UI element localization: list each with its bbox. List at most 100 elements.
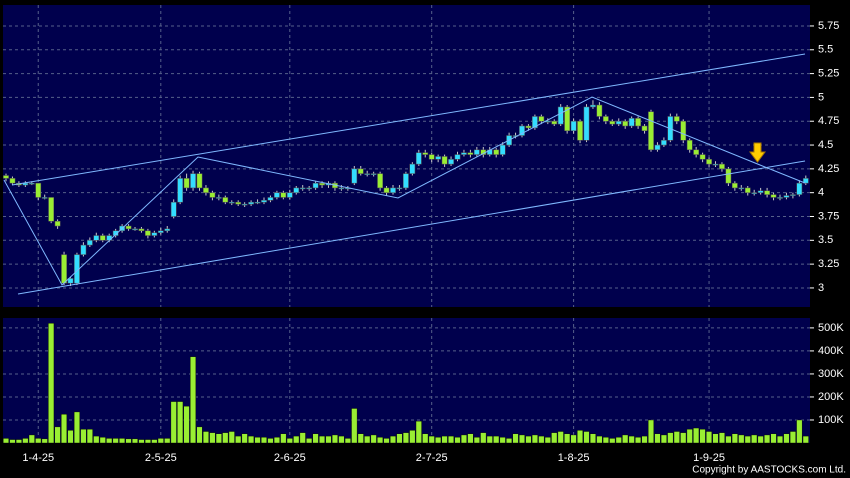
y-tick-label: 5.5 [818,44,833,56]
volume-bar [299,432,306,444]
candle-body [564,106,570,132]
volume-bar [99,437,106,444]
candle-body [435,156,441,160]
volume-bar [777,435,784,444]
candle-body [725,168,732,184]
volume-bar [325,435,332,444]
volume-bar [738,434,745,444]
y-tick-label: 500K [818,322,844,334]
volume-bar [157,438,164,444]
candle-body [306,187,312,190]
volume-bar [280,433,287,444]
volume-bar [235,435,242,444]
volume-bar [751,434,758,444]
volume-bar [86,428,93,444]
volume-bar [506,438,513,444]
volume-bar [802,435,809,444]
candle-body [164,228,171,232]
candle-body [499,144,506,155]
candle-body [525,125,532,129]
candle-body [190,173,196,189]
candle-body [132,228,138,231]
candle-body [338,187,345,190]
volume-bar [557,431,564,444]
volume-bar [35,438,42,444]
volume-bar [22,438,29,444]
x-tick-label: 1-8-25 [558,452,590,464]
y-tick-label: 3.5 [818,234,833,246]
candle-body [661,140,667,146]
volume-bar [544,437,551,444]
candle-body [87,240,93,246]
candle-body [390,187,396,193]
candle-body [596,104,603,117]
candle-body [403,173,409,189]
volume-bar [248,435,255,444]
volume-bar [377,437,384,444]
volume-bar [338,435,345,444]
candle-body [138,228,145,232]
candle-body [719,163,725,170]
volume-bar [254,437,261,444]
volume-bar [770,433,777,444]
volume-bar [241,433,248,444]
candle-body [738,187,745,190]
candle-body [383,187,390,193]
volume-bar [215,433,222,444]
candle-body [151,232,158,236]
candle-body [196,173,203,189]
volume-bar [209,432,216,444]
y-tick-label: 5 [818,91,824,103]
candle-body [99,235,106,241]
candle-body [615,120,622,125]
candle-body [474,149,480,155]
candle-body [790,194,796,196]
volume-bar [512,433,519,444]
volume-bar [125,438,132,444]
y-tick-label: 4.75 [818,115,839,127]
candle-body [635,118,641,127]
volume-bar [609,438,616,444]
y-tick-label: 300K [818,368,844,380]
candle-body [680,120,687,141]
volume-bar [183,405,190,444]
y-tick-label: 3.25 [818,258,839,270]
volume-bar [680,432,687,444]
volume-bar [686,428,693,444]
candle-body [28,182,35,185]
x-tick-label: 2-6-25 [274,452,306,464]
candle-body [61,254,67,284]
candle-body [261,200,267,203]
candle-body [415,152,422,165]
candle-body [441,156,448,165]
volume-bar [119,438,126,444]
volume-bar [228,431,235,444]
volume-bar [435,437,442,444]
trendlines [3,53,806,295]
volume-bar [370,434,377,444]
volume-bar [564,433,571,444]
volume-bar [499,437,506,444]
candle-body [673,116,680,122]
y-tick-label: 5.25 [818,67,839,79]
candle-body [603,116,609,122]
volume-bar [383,438,390,444]
zigzag [3,96,806,286]
candle-body [319,182,325,186]
y-tick-label: 4.25 [818,163,839,175]
candle-body [157,230,164,233]
volume-bar [402,432,409,444]
candle-body [54,221,61,227]
volume-bar [744,435,751,444]
y-tick-label: 3.75 [818,210,839,222]
candle-body [235,201,242,205]
volume-bar [570,434,577,444]
volume-bar [712,433,719,444]
candle-body [777,197,783,199]
volume-bar [628,435,635,444]
y-tick-label: 400K [818,345,844,357]
candle-body [648,111,654,151]
candle-body [448,159,454,165]
candle-body [577,120,583,141]
candle-body [461,152,467,155]
